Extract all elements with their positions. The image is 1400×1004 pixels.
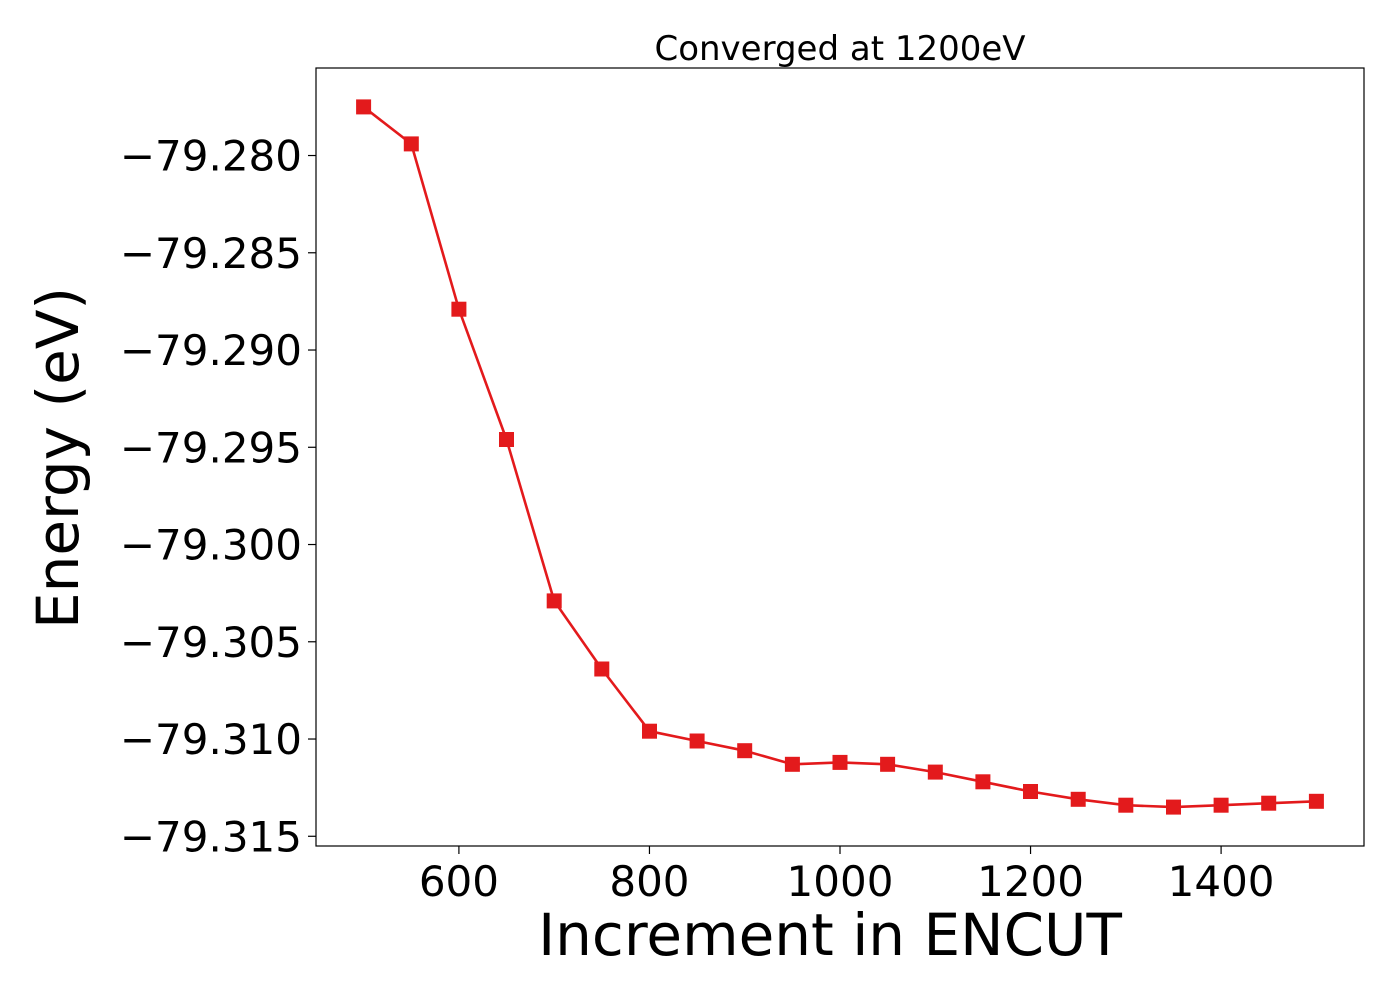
data-point xyxy=(784,756,800,772)
x-tick-label: 1200 xyxy=(977,857,1084,906)
y-axis-label: Energy (eV) xyxy=(24,287,92,629)
data-point xyxy=(546,593,562,609)
data-point xyxy=(356,99,372,115)
data-point xyxy=(832,754,848,770)
y-tick-label: −79.310 xyxy=(120,715,302,764)
data-point xyxy=(1213,797,1229,813)
y-tick-label: −79.290 xyxy=(120,326,302,375)
series-layer xyxy=(356,99,1324,815)
data-point xyxy=(1261,795,1277,811)
y-axis: −79.280 −79.285 −79.290 −79.295 −79.300 −79.3… xyxy=(120,132,316,861)
data-point xyxy=(1070,791,1086,807)
y-tick-label: −79.280 xyxy=(120,132,302,181)
data-point xyxy=(451,301,467,317)
y-tick-label: −79.295 xyxy=(120,423,302,472)
data-point xyxy=(927,764,943,780)
data-point xyxy=(1118,797,1134,813)
x-tick-label: 600 xyxy=(419,857,499,906)
plot-frame xyxy=(315,67,1365,847)
data-point xyxy=(975,774,991,790)
data-point xyxy=(737,743,753,759)
x-tick-label: 1400 xyxy=(1168,857,1275,906)
y-tick-label: −79.300 xyxy=(120,521,302,570)
data-point xyxy=(594,661,610,677)
x-tick-label: 1000 xyxy=(787,857,894,906)
data-point xyxy=(880,756,896,772)
y-tick-label: −79.285 xyxy=(120,229,302,278)
x-tick-label: 800 xyxy=(609,857,689,906)
chart-title: Converged at 1200eV xyxy=(654,29,1025,69)
series-line xyxy=(362,105,1317,809)
data-point xyxy=(689,733,705,749)
x-axis: 600 800 1000 1200 1400 xyxy=(419,846,1275,906)
data-point xyxy=(642,723,657,739)
data-point xyxy=(1023,784,1038,799)
data-point xyxy=(1166,799,1181,815)
data-point xyxy=(499,432,514,447)
x-axis-label: Increment in ENCUT xyxy=(538,901,1122,969)
data-point xyxy=(403,136,419,152)
y-tick-label: −79.305 xyxy=(120,618,302,667)
data-point xyxy=(1308,793,1324,809)
y-tick-label: −79.315 xyxy=(120,812,302,861)
